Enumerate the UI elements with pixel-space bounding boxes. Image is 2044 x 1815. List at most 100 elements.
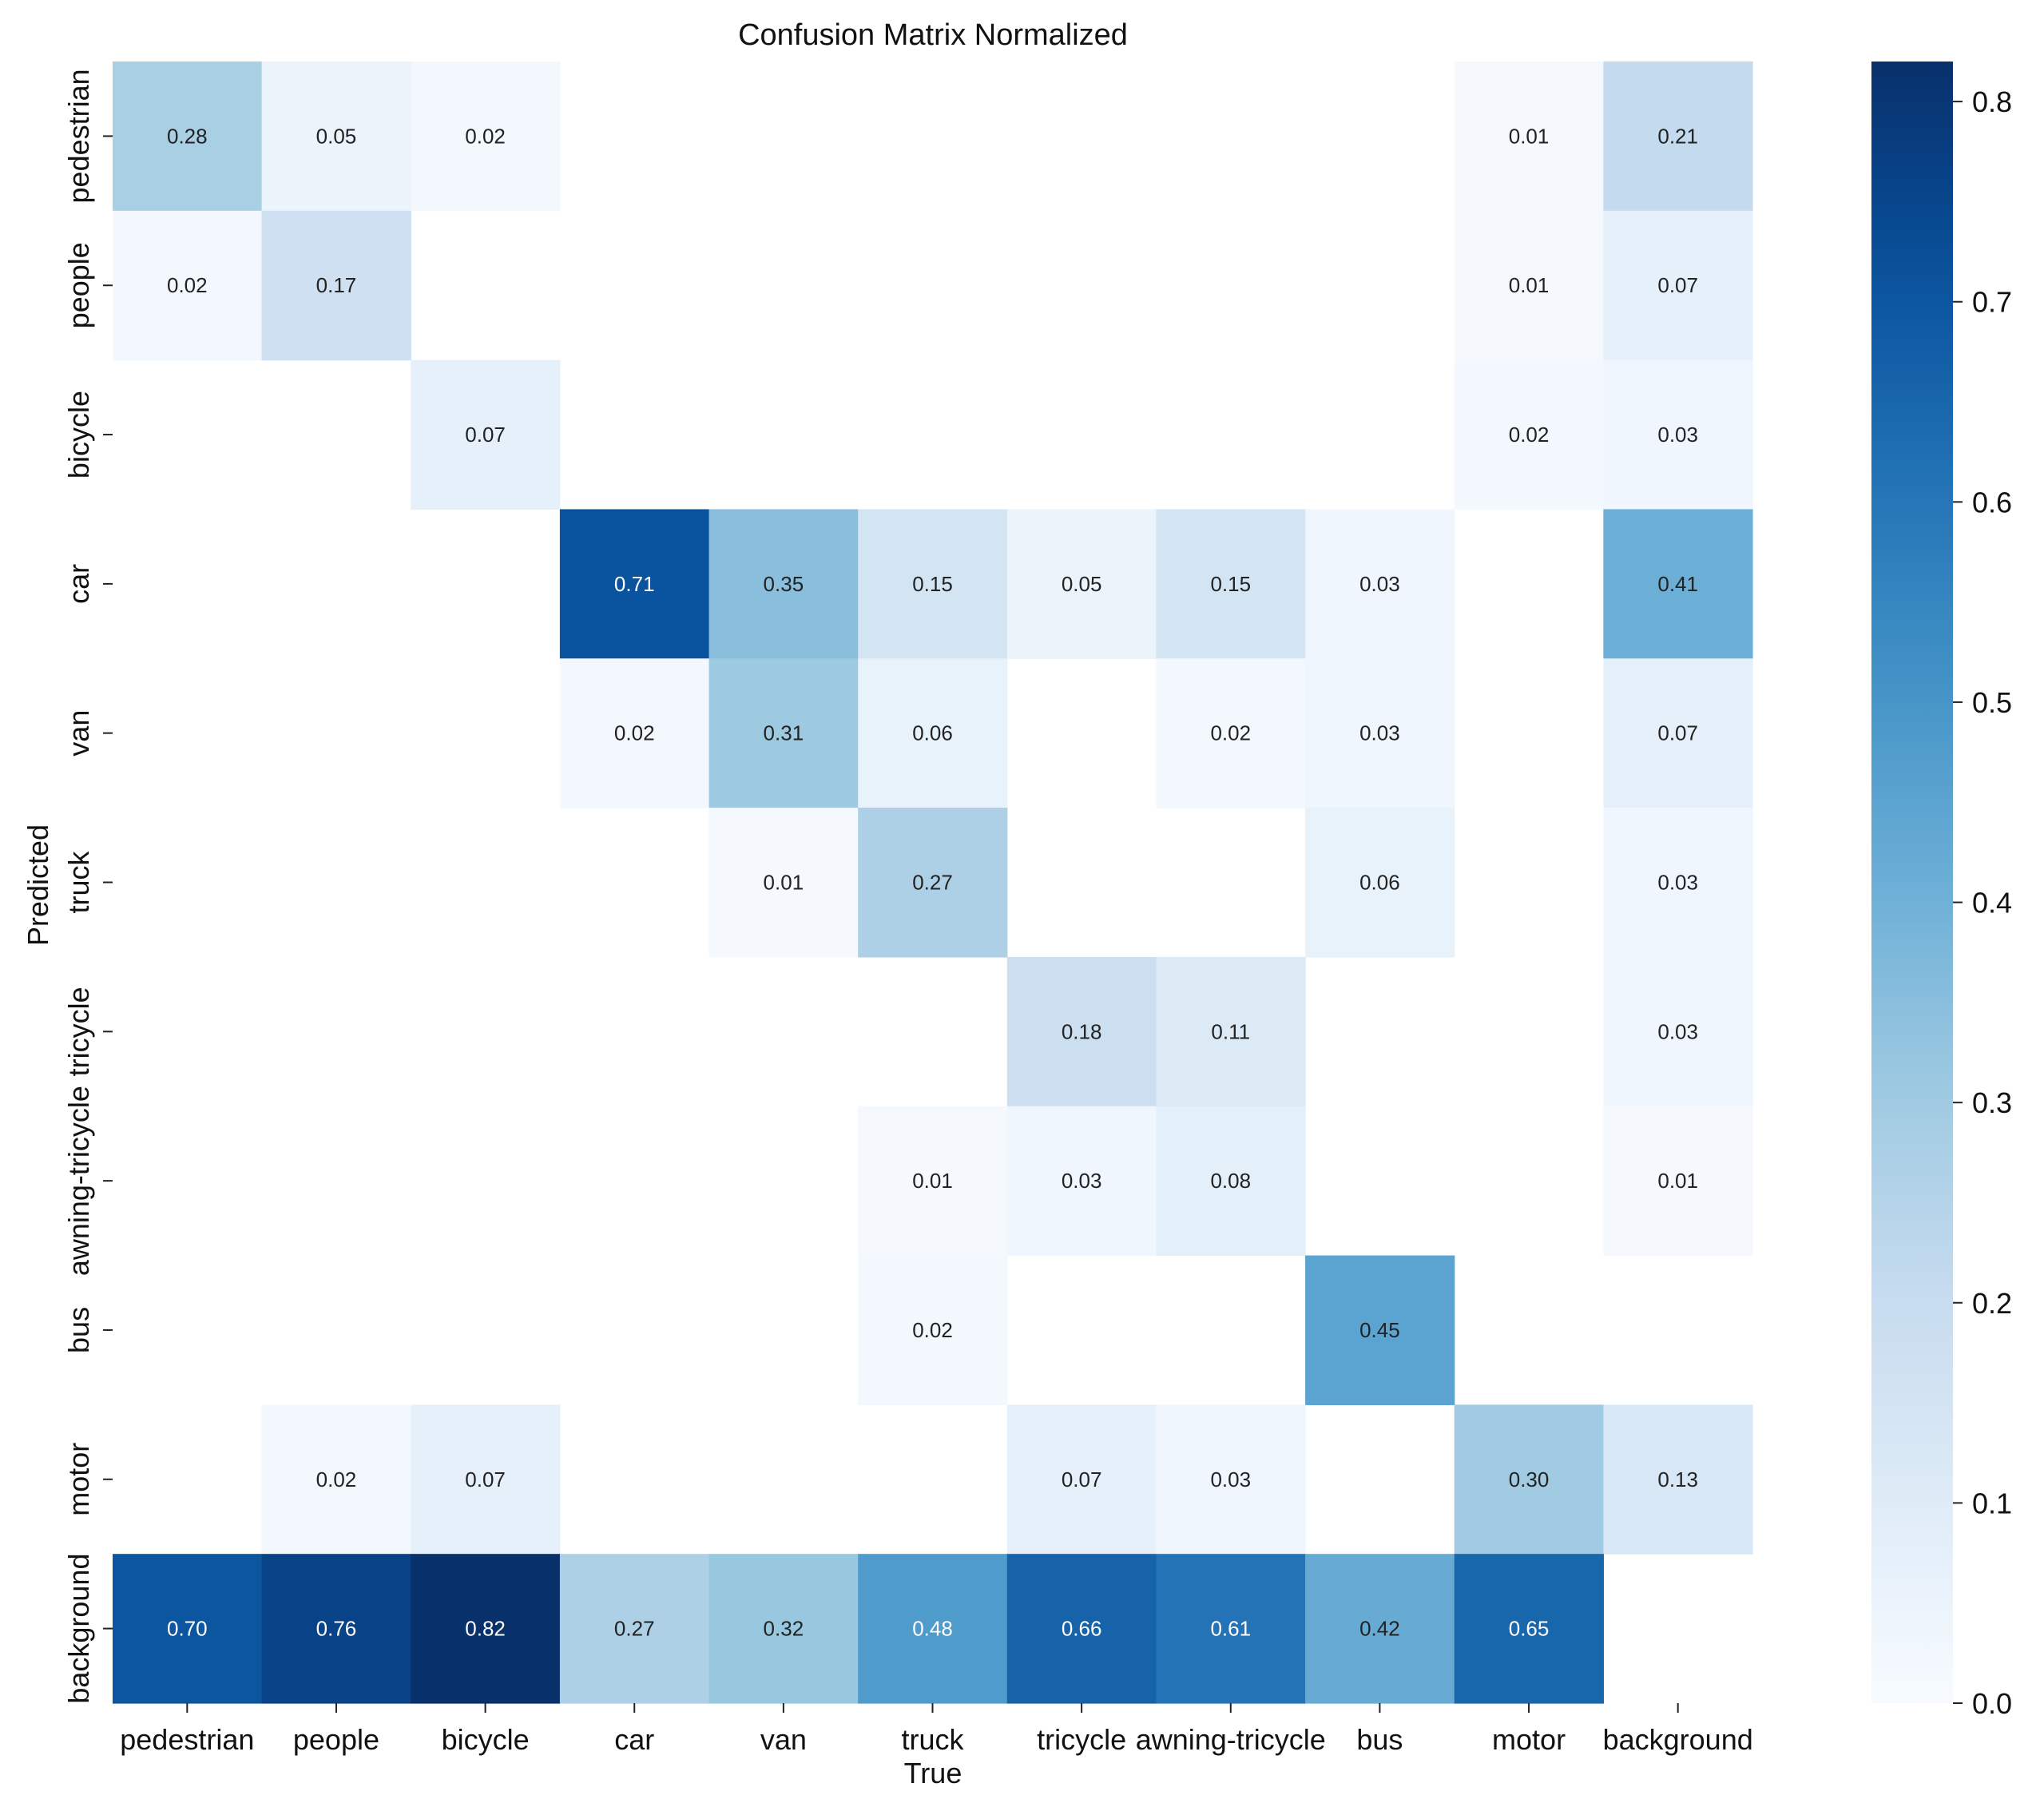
y-tick-label-background: background <box>62 1554 95 1704</box>
chart-title: Confusion Matrix Normalized <box>738 18 1128 52</box>
x-tick-label-car: car <box>614 1723 654 1756</box>
cell-car-background <box>1603 509 1753 659</box>
cell-value-label: 0.35 <box>764 572 804 596</box>
cell-awning-tricycle-awning-tricycle <box>1156 1106 1306 1257</box>
cell-value-label: 0.02 <box>167 273 208 297</box>
cell-background-car <box>559 1554 710 1704</box>
cell-car-van <box>708 509 859 659</box>
cell-bicycle-background <box>1603 359 1753 510</box>
cell-value-label: 0.41 <box>1657 572 1698 596</box>
colorbar-tick-label: 0.5 <box>1972 686 2012 719</box>
y-tick-label-people: people <box>62 242 95 328</box>
cell-bicycle-motor <box>1454 359 1604 510</box>
cell-value-label: 0.03 <box>1657 423 1698 447</box>
cell-awning-tricycle-background <box>1603 1106 1753 1257</box>
cell-motor-motor <box>1454 1404 1604 1555</box>
y-tick-label-awning-tricycle: awning-tricycle <box>62 1086 95 1276</box>
cell-tricycle-tricycle <box>1006 956 1157 1107</box>
cell-value-label: 0.07 <box>1657 721 1698 745</box>
cell-value-label: 0.02 <box>1509 423 1550 447</box>
colorbar-ticks: 0.0 0.1 0.2 0.3 0.4 0.5 0.6 0.7 0.8 <box>1953 85 2012 1720</box>
x-axis-label: True <box>904 1757 962 1789</box>
colorbar-tick-label: 0.2 <box>1972 1287 2012 1320</box>
cell-value-label: 0.08 <box>1210 1169 1251 1193</box>
cell-value-label: 0.06 <box>912 721 953 745</box>
cell-value-label: 0.02 <box>465 124 506 148</box>
colorbar-tick-label: 0.8 <box>1972 85 2012 118</box>
cell-tricycle-background <box>1603 956 1753 1107</box>
y-tick-label-motor: motor <box>62 1443 95 1516</box>
cell-value-label: 0.31 <box>764 721 804 745</box>
y-tick-label-tricycle: tricycle <box>62 987 95 1076</box>
cell-value-label: 0.03 <box>1657 1019 1698 1043</box>
cell-background-pedestrian <box>113 1554 263 1704</box>
y-tick-label-truck: truck <box>62 850 95 913</box>
cell-value-label: 0.07 <box>465 1467 506 1491</box>
cell-people-people <box>261 210 411 361</box>
cell-value-label: 0.02 <box>1210 721 1251 745</box>
x-tick-label-bicycle: bicycle <box>442 1723 530 1756</box>
cell-value-label: 0.03 <box>1657 871 1698 895</box>
cell-pedestrian-background <box>1603 62 1753 212</box>
cell-motor-bicycle <box>411 1404 561 1555</box>
heatmap-cell-labels: 0.28 0.05 0.02 0.01 0.21 0.02 0.17 0.01 0.07 0.07… <box>167 124 1698 1640</box>
cell-truck-background <box>1603 808 1753 958</box>
cell-background-awning-tricycle <box>1156 1554 1306 1704</box>
cell-awning-tricycle-truck <box>858 1106 1008 1257</box>
y-axis-label: Predicted <box>22 824 54 946</box>
cell-car-bus <box>1305 509 1455 659</box>
cell-value-label: 0.65 <box>1509 1617 1550 1641</box>
colorbar-tick-label: 0.4 <box>1972 887 2012 919</box>
cell-value-label: 0.27 <box>912 871 953 895</box>
cell-pedestrian-people <box>261 62 411 212</box>
cell-bicycle-bicycle <box>411 359 561 510</box>
cell-motor-tricycle <box>1006 1404 1157 1555</box>
cell-van-truck <box>858 658 1008 808</box>
colorbar-tick-label: 0.3 <box>1972 1086 2012 1119</box>
cell-value-label: 0.66 <box>1062 1617 1102 1641</box>
y-tick-label-pedestrian: pedestrian <box>62 69 95 203</box>
cell-value-label: 0.07 <box>465 423 506 447</box>
colorbar-tick-label: 0.7 <box>1972 286 2012 319</box>
cell-pedestrian-pedestrian <box>113 62 263 212</box>
cell-value-label: 0.05 <box>1062 572 1102 596</box>
cell-value-label: 0.03 <box>1359 721 1400 745</box>
cell-bus-bus <box>1305 1255 1455 1405</box>
cell-value-label: 0.01 <box>912 1169 953 1193</box>
cell-van-bus <box>1305 658 1455 808</box>
cell-value-label: 0.03 <box>1062 1169 1102 1193</box>
cell-value-label: 0.71 <box>614 572 655 596</box>
cell-people-motor <box>1454 210 1604 361</box>
cell-value-label: 0.01 <box>1509 273 1550 297</box>
cell-value-label: 0.05 <box>316 124 357 148</box>
x-tick-label-people: people <box>293 1723 379 1756</box>
cell-value-label: 0.07 <box>1062 1467 1102 1491</box>
colorbar: 0.0 0.1 0.2 0.3 0.4 0.5 0.6 0.7 0.8 <box>1871 62 2012 1720</box>
colorbar-tick-label: 0.0 <box>1972 1687 2012 1720</box>
cell-value-label: 0.02 <box>614 721 655 745</box>
cell-background-tricycle <box>1006 1554 1157 1704</box>
cell-pedestrian-motor <box>1454 62 1604 212</box>
cell-awning-tricycle-tricycle <box>1006 1106 1157 1257</box>
y-axis: pedestrian people bicycle car van truck tricyc… <box>62 69 113 1704</box>
cell-value-label: 0.02 <box>912 1318 953 1342</box>
cell-value-label: 0.02 <box>316 1467 357 1491</box>
colorbar-tick-label: 0.6 <box>1972 486 2012 518</box>
cell-value-label: 0.32 <box>764 1617 804 1641</box>
x-tick-label-motor: motor <box>1492 1723 1566 1756</box>
cell-background-bus <box>1305 1554 1455 1704</box>
cell-value-label: 0.06 <box>1359 871 1400 895</box>
x-axis: pedestrian people bicycle car van truck tricyc… <box>120 1703 1753 1756</box>
cell-car-awning-tricycle <box>1156 509 1306 659</box>
x-tick-label-tricycle: tricycle <box>1037 1723 1126 1756</box>
cell-truck-bus <box>1305 808 1455 958</box>
y-tick-label-van: van <box>62 710 95 757</box>
cell-car-car <box>559 509 710 659</box>
cell-bus-truck <box>858 1255 1008 1405</box>
cell-value-label: 0.17 <box>316 273 357 297</box>
cell-value-label: 0.03 <box>1359 572 1400 596</box>
cell-value-label: 0.45 <box>1359 1318 1400 1342</box>
cell-people-pedestrian <box>113 210 263 361</box>
cell-background-truck <box>858 1554 1008 1704</box>
